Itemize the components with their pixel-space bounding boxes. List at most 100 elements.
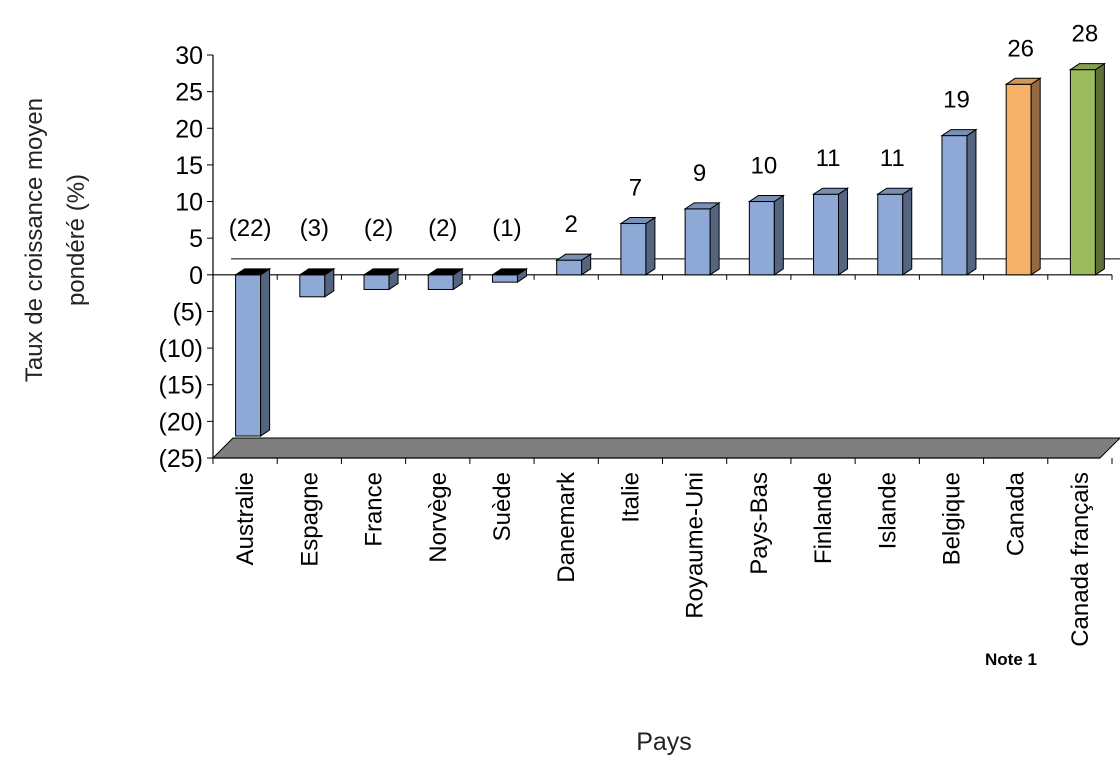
bar-top <box>298 268 336 276</box>
y-tick-label: 20 <box>175 115 203 143</box>
bar-front <box>491 274 518 283</box>
x-tick-label: Pays-Bas <box>746 472 773 575</box>
bar-front <box>877 193 904 276</box>
bar <box>490 267 529 284</box>
bar <box>811 187 850 276</box>
bar-front <box>684 208 711 276</box>
bar <box>747 194 785 276</box>
bar-side <box>966 128 977 276</box>
x-tick-label: Canada français <box>1067 472 1094 647</box>
bar-side <box>709 201 720 276</box>
x-tick-label: Finlande <box>810 472 837 564</box>
bar-front <box>299 274 326 298</box>
bar <box>876 187 914 276</box>
bar-top <box>747 195 785 203</box>
bar <box>1004 77 1042 276</box>
x-tick-label: Belgique <box>938 472 965 565</box>
y-tick-label: 30 <box>175 42 203 70</box>
y-tick-label: (5) <box>172 298 203 326</box>
x-tick-label: Italie <box>617 472 644 523</box>
y-tick-label: 15 <box>175 152 203 180</box>
bar-top <box>619 217 657 225</box>
bar-front <box>748 201 775 276</box>
bar <box>362 267 400 291</box>
bar <box>940 128 978 276</box>
floor-panel <box>211 437 1120 459</box>
bar-side <box>1030 77 1041 276</box>
bar-front <box>235 274 262 437</box>
note-label: Note 1 <box>985 650 1037 669</box>
bar-top <box>233 268 272 276</box>
x-tick-label: Espagne <box>296 472 323 567</box>
bar-top <box>876 187 914 195</box>
bar <box>555 253 593 276</box>
y-tick-label: 5 <box>189 225 203 253</box>
bar <box>619 216 657 276</box>
y-tick-label: 10 <box>175 189 203 217</box>
bar-top <box>683 202 721 210</box>
bar-side <box>902 187 913 276</box>
bar-front <box>620 223 647 276</box>
y-axis-label-line2: pondéré (%) <box>63 174 90 306</box>
bar-front <box>941 135 968 276</box>
bar-side <box>773 194 784 276</box>
chart-floor <box>211 437 1120 459</box>
y-axis-ticks: 30 25 20 15 10 5 0 (5) (10) (15) (20) (25) <box>159 42 213 473</box>
x-tick-label: Australie <box>232 472 259 565</box>
bar-top <box>811 187 850 195</box>
bar-top <box>1004 77 1042 85</box>
x-tick-label: Norvège <box>425 472 452 563</box>
y-axis-label-line1: Taux de croissance moyen <box>21 98 48 382</box>
y-tick-label: (20) <box>159 408 203 436</box>
chart-bars <box>233 62 1107 437</box>
data-label: (2) <box>428 215 457 242</box>
bar <box>1068 62 1107 276</box>
x-tick-label: Danemark <box>553 471 580 583</box>
data-label: 11 <box>816 145 841 172</box>
y-tick-label: 25 <box>175 79 203 107</box>
x-axis-label: Pays <box>636 728 692 756</box>
chart-data-labels: (22) (3) (2) (2) (1) 2 7 9 10 11 11 19 26 28 <box>229 21 1098 242</box>
x-tick-label: Suède <box>489 472 516 541</box>
y-tick-label: (10) <box>159 335 203 363</box>
data-label: (1) <box>492 215 521 242</box>
data-label: 26 <box>1007 35 1034 62</box>
bar-front <box>363 274 390 290</box>
bar-side <box>838 187 849 276</box>
bar <box>683 201 721 276</box>
bar-front <box>1005 83 1032 276</box>
bar-front <box>1069 69 1096 276</box>
bar-top <box>362 268 400 276</box>
x-tick-label: France <box>361 472 388 547</box>
bar-top <box>1068 63 1107 71</box>
data-label: 7 <box>629 175 642 202</box>
bar-front <box>427 274 454 290</box>
bar-top <box>426 268 464 276</box>
bar-top <box>940 129 978 137</box>
x-axis-ticks: Australie Espagne France Norvège Suède Danema… <box>212 274 1113 647</box>
bar-side <box>1094 62 1105 276</box>
data-label: 28 <box>1072 21 1099 48</box>
x-tick-label: Islande <box>874 472 901 549</box>
data-label: 9 <box>693 160 706 187</box>
bar <box>233 267 272 437</box>
x-tick-label: Canada <box>1003 471 1030 556</box>
data-label: 19 <box>943 87 970 114</box>
bar <box>298 267 336 298</box>
data-label: (22) <box>229 215 272 242</box>
bar-side <box>645 216 656 276</box>
data-label: (2) <box>364 215 393 242</box>
bar-front <box>556 259 583 276</box>
data-label: (3) <box>300 215 329 242</box>
bar-top <box>555 253 593 261</box>
bar-front <box>813 193 840 276</box>
bar-top <box>490 268 529 276</box>
chart-axes <box>212 55 1120 459</box>
data-label: 2 <box>564 211 577 238</box>
bar <box>426 267 464 291</box>
x-tick-label: Royaume-Uni <box>682 472 709 619</box>
data-label: 10 <box>750 153 777 180</box>
y-tick-label: (25) <box>159 445 203 473</box>
y-tick-label: 0 <box>189 262 203 290</box>
